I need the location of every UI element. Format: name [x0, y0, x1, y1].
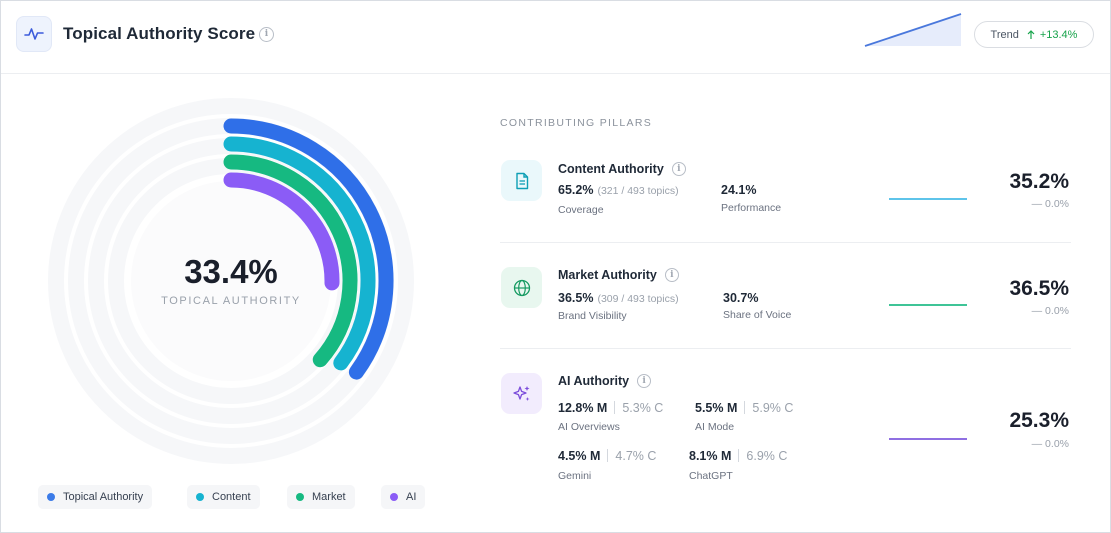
- brand-visibility-label: Brand Visibility: [558, 310, 627, 322]
- share-of-voice-value: 30.7%: [723, 291, 759, 305]
- score-value: 33.4%: [184, 253, 278, 290]
- legend-label: Topical Authority: [63, 491, 144, 503]
- globe-icon: [501, 267, 542, 308]
- pulse-icon: [16, 16, 52, 52]
- trend-badge[interactable]: Trend +13.4%: [974, 21, 1094, 48]
- legend-label: Content: [212, 491, 251, 503]
- ai-overviews-label: AI Overviews: [558, 421, 620, 433]
- info-icon[interactable]: i: [259, 27, 274, 42]
- legend-label: Market: [312, 491, 346, 503]
- ai-score: 25.3%: [1009, 409, 1069, 432]
- chatgpt-value: 8.1% M 6.9% C: [689, 449, 788, 463]
- info-icon[interactable]: i: [664, 268, 679, 282]
- legend-item-topical-authority[interactable]: Topical Authority: [38, 485, 153, 509]
- legend-item-market[interactable]: Market: [287, 485, 355, 509]
- document-icon: [501, 160, 542, 201]
- legend-dot: [390, 493, 398, 501]
- performance-value: 24.1%: [721, 183, 757, 197]
- legend-dot: [296, 493, 304, 501]
- sparkles-icon: [501, 373, 542, 414]
- share-of-voice-label: Share of Voice: [723, 309, 792, 321]
- ring-ai: [223, 172, 340, 291]
- legend-item-content[interactable]: Content: [187, 485, 260, 509]
- info-icon[interactable]: i: [637, 374, 652, 388]
- ai-mode-label: AI Mode: [695, 421, 735, 433]
- chatgpt-label: ChatGPT: [689, 470, 733, 482]
- content-score: 35.2%: [1009, 170, 1069, 193]
- divider: [500, 242, 1071, 243]
- trend-label: Trend: [990, 28, 1019, 41]
- content-authority-title: Content Authority i: [558, 162, 686, 176]
- info-icon[interactable]: i: [671, 162, 686, 176]
- divider: [500, 348, 1071, 349]
- coverage-label: Coverage: [558, 204, 604, 216]
- card-header: Topical Authority Score i Trend +13.4%: [1, 1, 1110, 74]
- arrow-up-icon: [1027, 29, 1035, 39]
- radial-gauge: [48, 98, 414, 464]
- legend-item-ai[interactable]: AI: [381, 485, 426, 509]
- ai-trend-line: [889, 438, 967, 440]
- content-change: — 0.0%: [1031, 198, 1069, 210]
- ai-overviews-value: 12.8% M 5.3% C: [558, 401, 664, 415]
- trend-value: +13.4%: [1039, 28, 1078, 41]
- ai-change: — 0.0%: [1031, 438, 1069, 450]
- ai-mode-value: 5.5% M 5.9% C: [695, 401, 794, 415]
- section-title: CONTRIBUTING PILLARS: [500, 117, 653, 129]
- coverage-value: 65.2% (321 / 493 topics): [558, 183, 679, 197]
- legend-dot: [47, 493, 55, 501]
- ai-authority-title: AI Authority i: [558, 374, 652, 388]
- ring-content: [223, 136, 376, 371]
- card-title: Topical Authority Score: [63, 24, 256, 43]
- content-trend-line: [889, 198, 967, 200]
- legend-dot: [196, 493, 204, 501]
- ring-topical-authority: [223, 118, 394, 380]
- ring-market: [223, 154, 358, 368]
- brand-visibility-value: 36.5% (309 / 493 topics): [558, 291, 679, 305]
- performance-label: Performance: [721, 202, 782, 214]
- market-score: 36.5%: [1009, 277, 1069, 300]
- legend-label: AI: [406, 491, 417, 503]
- trend-sparkline: [864, 13, 962, 47]
- market-change: — 0.0%: [1031, 305, 1069, 317]
- market-authority-title: Market Authority i: [558, 268, 679, 282]
- gemini-value: 4.5% M 4.7% C: [558, 449, 657, 463]
- gemini-label: Gemini: [558, 470, 592, 482]
- score-label: TOPICAL AUTHORITY: [161, 295, 301, 307]
- market-trend-line: [889, 304, 967, 306]
